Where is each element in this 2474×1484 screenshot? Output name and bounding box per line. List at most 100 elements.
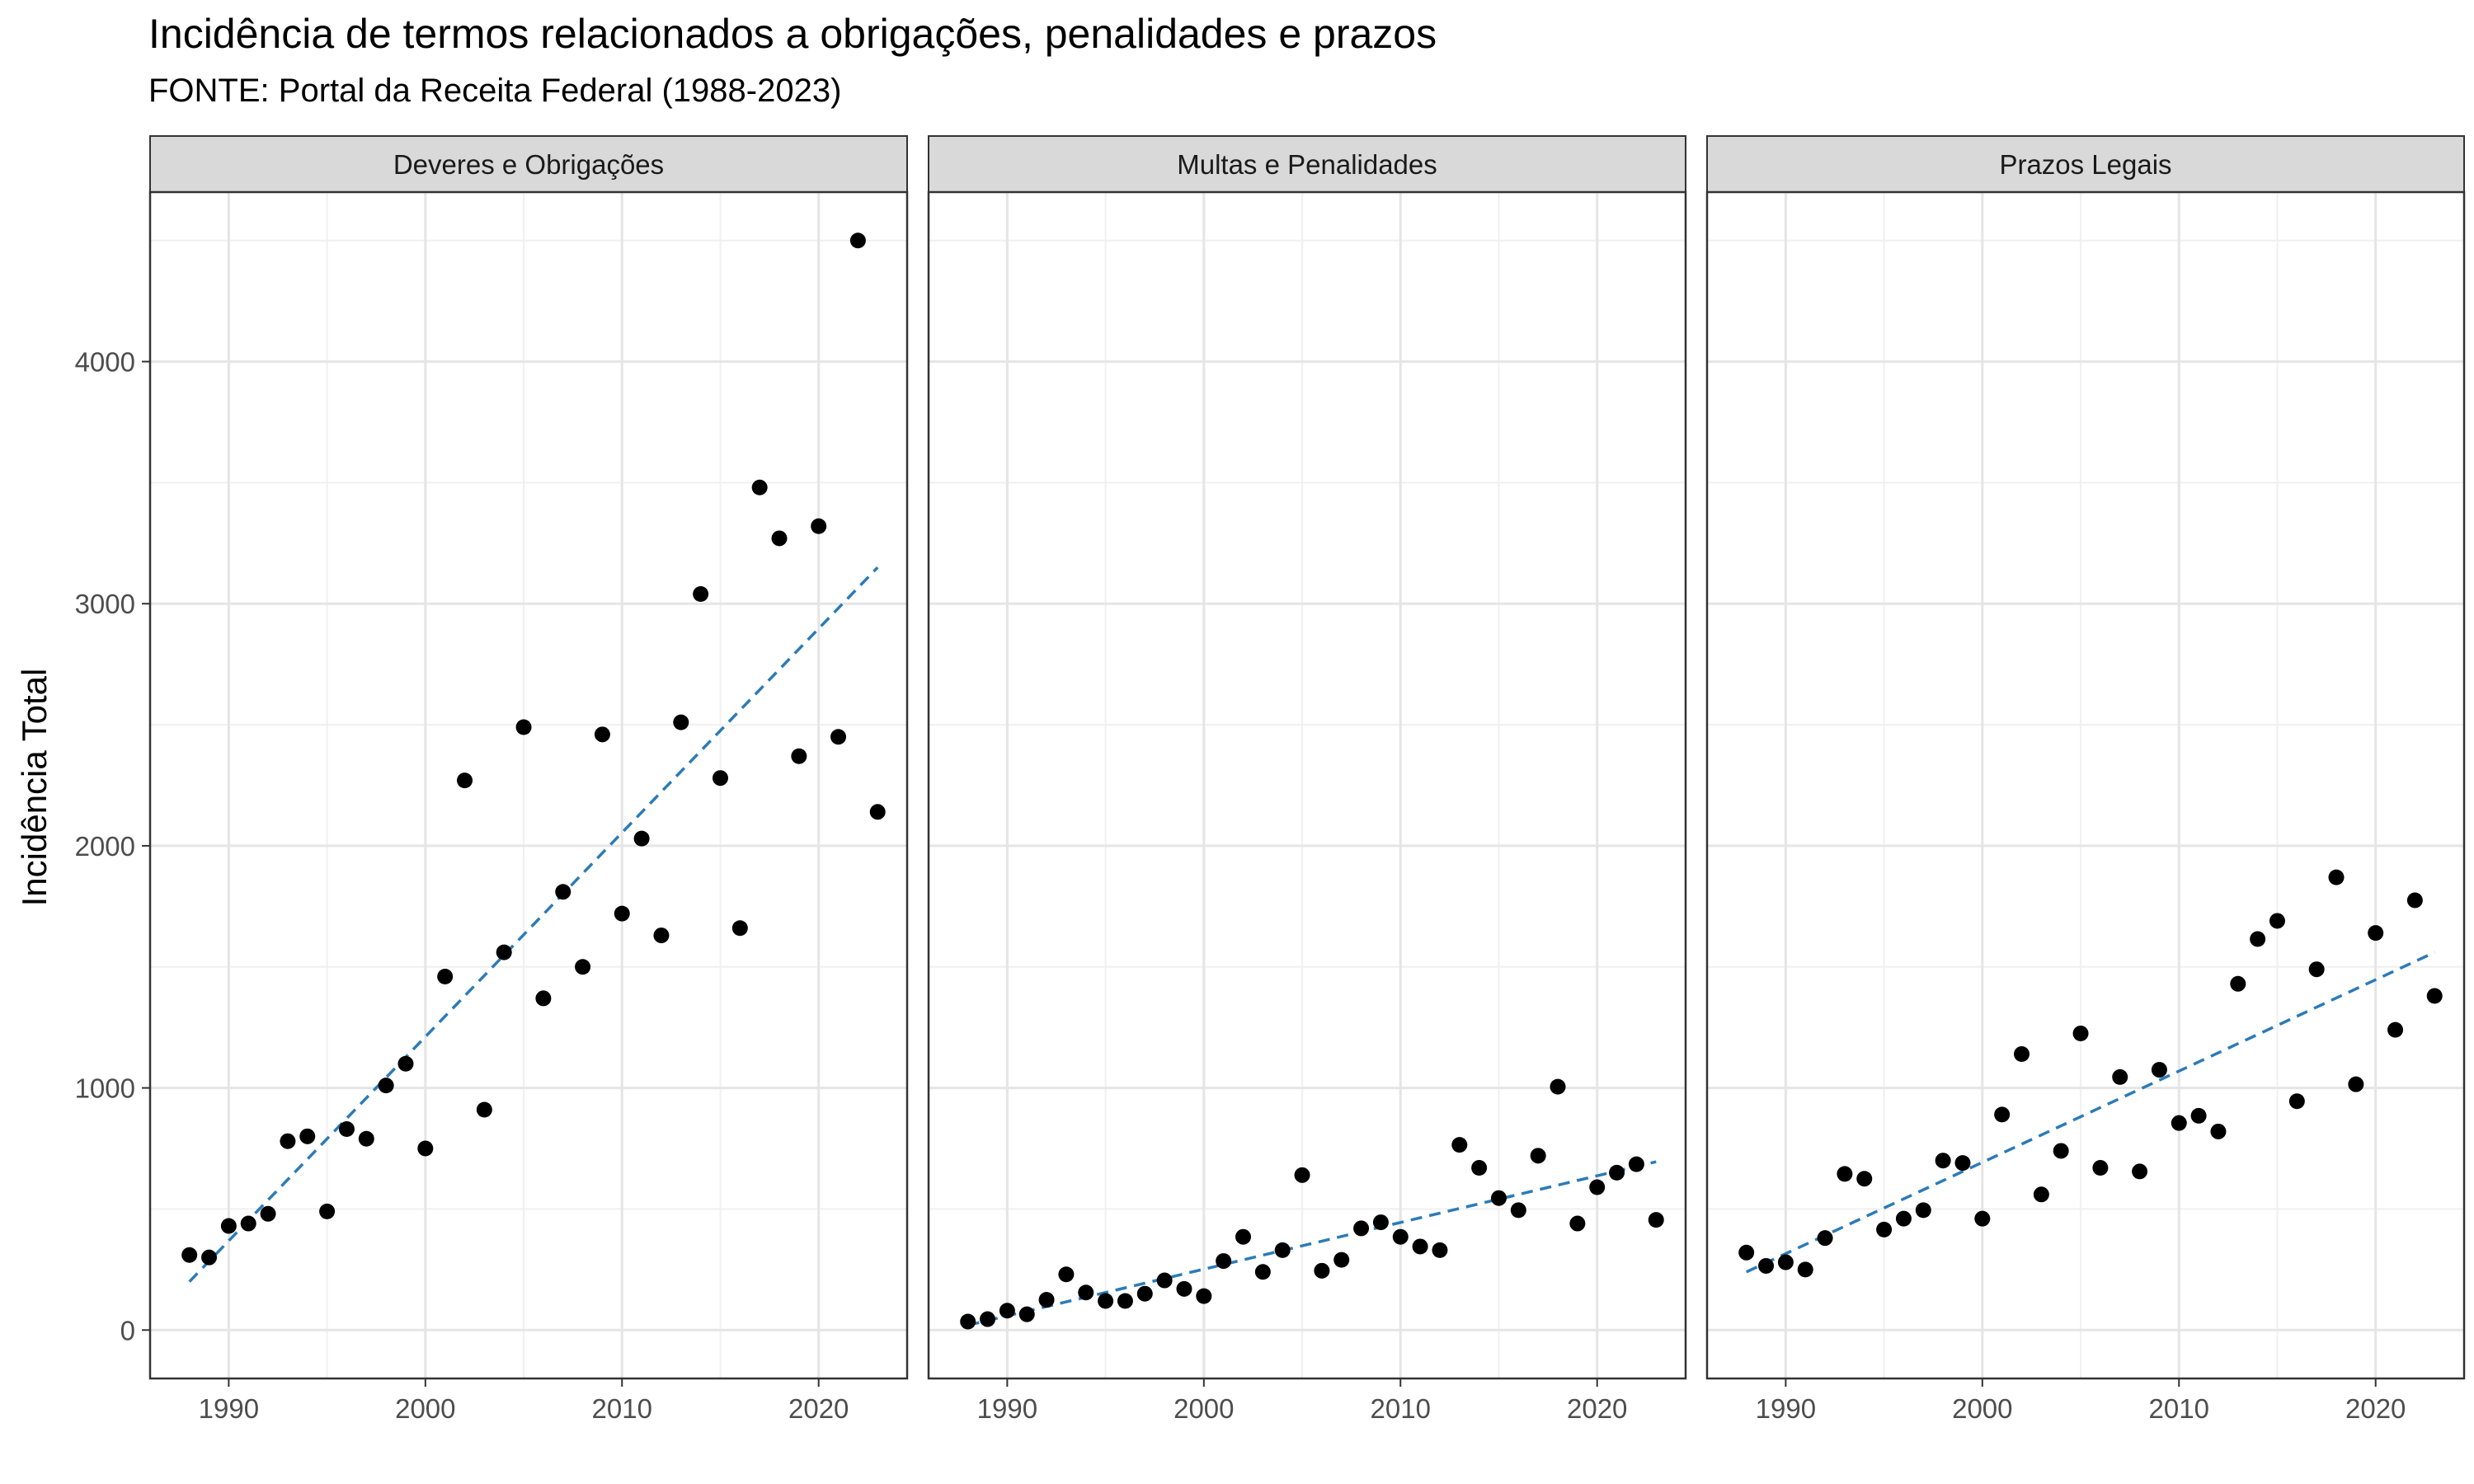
x-tick-label-1-1: 2000 — [1174, 1393, 1234, 1424]
data-point — [791, 748, 807, 764]
y-tick-label-3: 3000 — [75, 589, 135, 619]
data-point — [1895, 1210, 1912, 1227]
x-tick-label-1-0: 1990 — [977, 1393, 1037, 1424]
data-point — [2426, 988, 2443, 1004]
data-point — [2250, 931, 2266, 947]
panel-0: Deveres e Obrigações 1990 2000 2010 2020 — [148, 135, 909, 1424]
data-point — [999, 1303, 1015, 1319]
data-point — [476, 1101, 492, 1118]
data-point — [2171, 1115, 2187, 1131]
data-point — [751, 479, 768, 495]
data-point — [1530, 1148, 1546, 1164]
data-point — [1777, 1254, 1794, 1270]
data-point — [1628, 1156, 1644, 1172]
data-point — [1078, 1284, 1094, 1301]
data-point — [1510, 1202, 1526, 1219]
data-point — [594, 726, 610, 743]
data-point — [2092, 1160, 2109, 1176]
data-point — [1935, 1153, 1951, 1169]
data-point — [1837, 1166, 1853, 1182]
data-point — [1876, 1221, 1893, 1237]
data-point — [2132, 1163, 2148, 1180]
data-point — [2053, 1143, 2069, 1159]
data-point — [240, 1215, 256, 1232]
trend-line-0 — [188, 566, 879, 1283]
data-point — [1156, 1272, 1173, 1289]
chart-title: Incidência de termos relacionados a obri… — [148, 11, 1437, 57]
data-point — [1333, 1252, 1350, 1268]
facet-label-2: Prazos Legais — [1999, 149, 2171, 180]
data-point — [319, 1203, 336, 1219]
x-tick-label-1-2: 2010 — [1371, 1393, 1431, 1424]
data-point — [220, 1218, 237, 1234]
data-point — [1098, 1293, 1114, 1309]
data-point — [299, 1128, 316, 1144]
panel-background-0 — [150, 192, 907, 1378]
data-point — [1994, 1106, 2011, 1123]
data-point — [633, 830, 650, 847]
data-point — [731, 920, 748, 937]
data-point — [849, 232, 866, 249]
data-point — [575, 959, 591, 975]
panel-background-2 — [1707, 192, 2464, 1378]
data-point — [1018, 1306, 1035, 1322]
facet-label-1: Multas e Penalidades — [1177, 149, 1437, 180]
facet-strip-1 — [928, 135, 1686, 193]
data-point — [1451, 1137, 1468, 1153]
x-tick-label-0-3: 2020 — [788, 1393, 849, 1424]
data-point — [2033, 1186, 2049, 1203]
panel-border-0 — [148, 190, 909, 1380]
data-point — [1432, 1242, 1448, 1258]
data-point — [830, 729, 847, 745]
data-point — [1648, 1212, 1664, 1228]
data-point — [2230, 975, 2246, 992]
x-tick-label-2-0: 1990 — [1756, 1393, 1816, 1424]
y-tick-label-0: 0 — [120, 1315, 135, 1345]
data-point — [2190, 1107, 2207, 1124]
facet-panels: 0 1000 2000 3000 4000 Deveres e Obrigações 199… — [75, 135, 2466, 1424]
data-point — [2112, 1068, 2128, 1085]
data-point — [869, 804, 886, 820]
data-point — [1176, 1280, 1192, 1297]
trend-line-2 — [1745, 951, 2435, 1274]
data-point — [181, 1247, 198, 1263]
panel-2: Prazos Legais 1990 2000 2010 2020 — [1705, 135, 2466, 1424]
data-point — [201, 1249, 218, 1266]
data-point — [378, 1078, 394, 1094]
data-point — [2288, 1093, 2305, 1110]
data-point — [338, 1121, 355, 1138]
data-point — [555, 884, 571, 900]
panel-1: Multas e Penalidades 1990 2000 2010 2020 — [927, 135, 1687, 1424]
data-point — [693, 585, 709, 602]
data-point — [2151, 1062, 2167, 1078]
data-point — [653, 928, 670, 944]
data-point — [260, 1205, 276, 1222]
data-point — [515, 719, 532, 735]
data-point — [1392, 1228, 1409, 1245]
x-tick-label-0-2: 2010 — [592, 1393, 652, 1424]
data-point — [1797, 1261, 1813, 1278]
data-point — [1738, 1244, 1755, 1261]
data-point — [1915, 1202, 1931, 1219]
data-point — [1589, 1179, 1606, 1195]
data-point — [1196, 1288, 1212, 1304]
data-point — [1954, 1155, 1971, 1172]
data-point — [771, 530, 788, 547]
data-point — [980, 1311, 996, 1327]
data-point — [2328, 869, 2345, 885]
data-point — [2072, 1026, 2089, 1042]
data-point — [1216, 1253, 1232, 1270]
data-point — [1372, 1214, 1389, 1231]
data-point — [437, 969, 454, 985]
data-point — [2014, 1045, 2030, 1062]
x-tick-label-2-2: 2010 — [2149, 1393, 2209, 1424]
x-tick-label-0-0: 1990 — [199, 1393, 259, 1424]
y-tick-label-2: 2000 — [75, 831, 135, 862]
x-tick-label-1-3: 2020 — [1567, 1393, 1627, 1424]
data-point — [2308, 961, 2325, 978]
data-point — [2387, 1021, 2404, 1038]
data-point — [417, 1140, 434, 1157]
data-point — [1471, 1160, 1488, 1176]
data-point — [2348, 1076, 2364, 1092]
